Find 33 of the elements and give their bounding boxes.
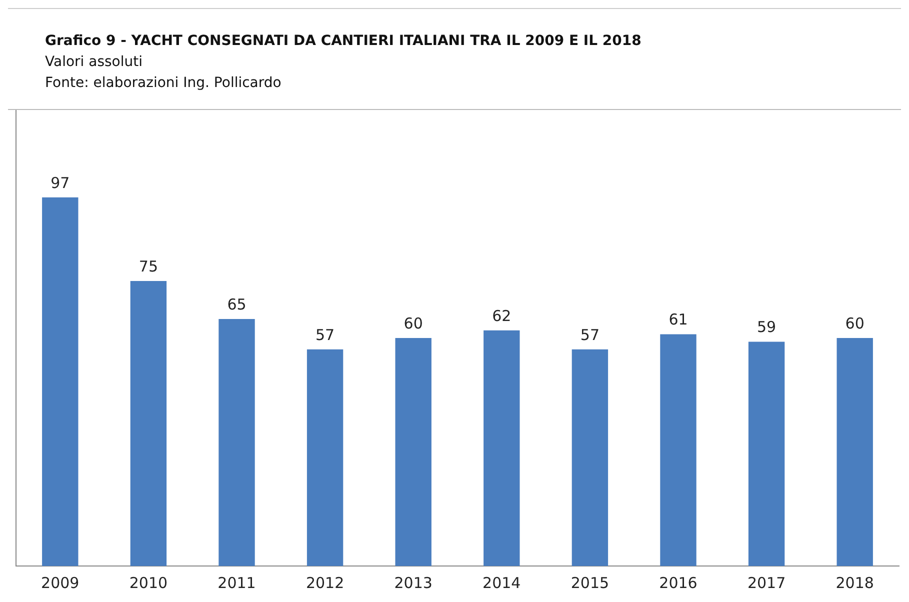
x-tick-label: 2014 (482, 574, 521, 592)
x-tick-label: 2009 (41, 574, 80, 592)
x-tick-label: 2012 (306, 574, 344, 592)
data-label: 57 (316, 326, 335, 344)
data-label: 97 (50, 174, 70, 192)
bar (395, 338, 432, 566)
source-note: Fonte: elaborazioni Ing. Pollicardo (45, 75, 282, 91)
bar (836, 338, 873, 566)
bar (484, 330, 520, 566)
x-tick-label: 2015 (570, 574, 610, 592)
data-label: 57 (580, 326, 600, 344)
bar (660, 334, 696, 566)
x-tick-label: 2017 (747, 574, 786, 592)
data-label: 60 (404, 314, 423, 332)
bar (748, 342, 785, 566)
chart-title: Grafico 9 - YACHT CONSEGNATI DA CANTIERI ITALIANI TRA IL 2009 E IL 2018 (45, 33, 642, 49)
chart-subtitle: Valori assoluti (45, 54, 142, 70)
x-tick-label: 2016 (659, 574, 698, 592)
bar (218, 319, 255, 566)
x-tick-label: 2010 (129, 574, 168, 592)
data-label: 60 (845, 314, 864, 332)
bar (42, 197, 78, 566)
x-tick-label: 2018 (836, 574, 874, 592)
bar (306, 349, 344, 566)
bar (130, 281, 167, 566)
data-label: 61 (668, 310, 688, 329)
data-label: 59 (757, 318, 776, 336)
data-label: 75 (138, 257, 158, 276)
bar (572, 349, 608, 566)
x-tick-label: 2011 (218, 574, 256, 592)
data-label: 62 (492, 306, 512, 325)
data-label: 65 (227, 295, 246, 314)
x-tick-label: 2013 (394, 574, 432, 592)
